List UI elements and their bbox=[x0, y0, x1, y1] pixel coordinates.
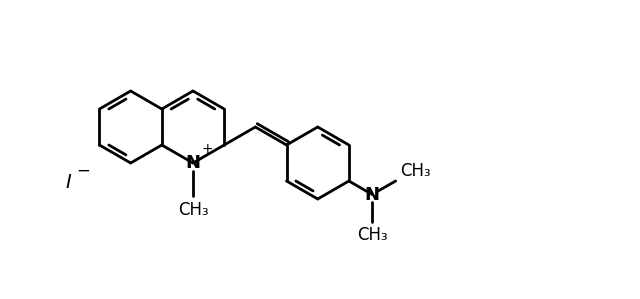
Text: −: − bbox=[76, 162, 90, 180]
Text: N: N bbox=[186, 154, 200, 172]
Text: CH₃: CH₃ bbox=[401, 162, 431, 180]
Text: CH₃: CH₃ bbox=[357, 227, 388, 245]
Text: N: N bbox=[365, 185, 380, 204]
Text: +: + bbox=[201, 142, 213, 156]
Text: CH₃: CH₃ bbox=[178, 201, 208, 219]
Text: I: I bbox=[65, 173, 71, 193]
